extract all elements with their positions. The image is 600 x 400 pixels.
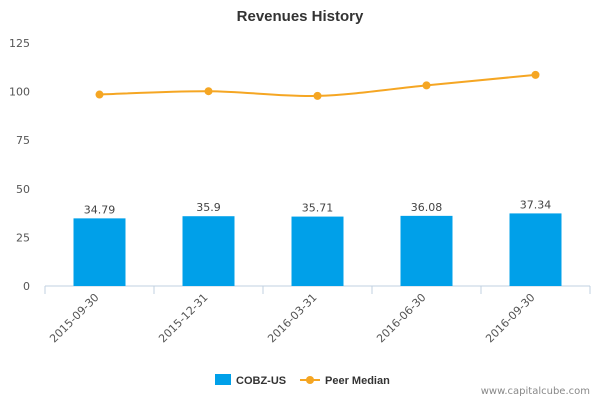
line-point[interactable] — [531, 70, 540, 79]
x-tick-label: 2016-06-30 — [374, 291, 428, 345]
bar[interactable] — [182, 216, 235, 286]
y-tick-label: 75 — [16, 134, 30, 147]
y-tick-label: 50 — [16, 183, 30, 196]
y-tick-label: 0 — [23, 280, 30, 293]
credit-text: www.capitalcube.com — [481, 386, 590, 397]
bar-data-label: 36.08 — [411, 201, 443, 214]
line-series — [95, 70, 540, 100]
x-tick-label: 2015-09-30 — [47, 291, 101, 345]
bar-data-label: 35.71 — [302, 202, 334, 215]
x-tick-label: 2016-03-31 — [265, 291, 319, 345]
legend-bar-swatch — [215, 374, 231, 385]
bar-series — [73, 213, 562, 286]
bar[interactable] — [291, 216, 344, 286]
bar[interactable] — [73, 218, 126, 286]
x-tick-label: 2015-12-31 — [156, 291, 210, 345]
bar-data-label: 35.9 — [196, 201, 221, 214]
legend-item-line[interactable]: Peer Median — [300, 375, 390, 387]
x-tick-label: 2016-09-30 — [483, 291, 537, 345]
bar-data-label: 34.79 — [84, 203, 116, 216]
y-axis: 0 25 50 75 100 125 — [9, 37, 30, 293]
line-point[interactable] — [422, 81, 431, 90]
y-tick-label: 25 — [16, 231, 30, 244]
x-axis: 2015-09-30 2015-12-31 2016-03-31 2016-06-30… — [44, 286, 591, 345]
legend-line-label: Peer Median — [325, 375, 390, 387]
y-tick-label: 100 — [9, 86, 30, 99]
bar-data-label: 37.34 — [520, 198, 552, 211]
legend: COBZ-US Peer Median — [215, 374, 390, 387]
bar[interactable] — [400, 215, 453, 286]
line-point[interactable] — [313, 91, 322, 100]
line-point[interactable] — [204, 87, 213, 96]
legend-bar-label: COBZ-US — [236, 375, 286, 387]
line-point[interactable] — [95, 90, 104, 99]
chart-title: Revenues History — [237, 8, 364, 25]
legend-line-marker — [306, 376, 314, 384]
y-tick-label: 125 — [9, 37, 30, 50]
legend-item-bar[interactable]: COBZ-US — [215, 374, 286, 387]
bar-data-labels: 34.79 35.9 35.71 36.08 37.34 — [84, 198, 552, 216]
bar[interactable] — [509, 213, 562, 286]
